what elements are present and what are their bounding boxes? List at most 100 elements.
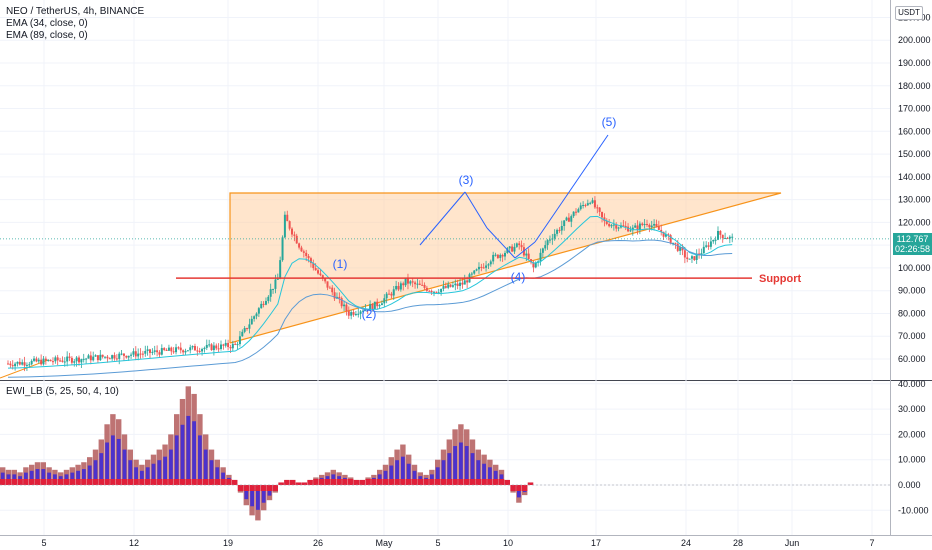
histogram-inner-bar bbox=[261, 485, 266, 503]
wave-line bbox=[514, 241, 536, 259]
histogram-base-bar bbox=[493, 479, 499, 485]
histogram-base-bar bbox=[330, 479, 336, 485]
histogram-base-bar bbox=[81, 479, 87, 485]
histogram-base-bar bbox=[261, 485, 267, 491]
candle-body bbox=[92, 356, 95, 361]
candle-body bbox=[501, 254, 504, 257]
candle-body bbox=[451, 285, 454, 287]
histogram-base-bar bbox=[121, 479, 128, 485]
candle-body bbox=[456, 283, 459, 286]
histogram-inner-bar bbox=[82, 469, 86, 485]
candle-body bbox=[222, 344, 225, 346]
candle-body bbox=[279, 260, 282, 279]
candle-body bbox=[527, 253, 530, 260]
candle-body bbox=[51, 361, 54, 363]
histogram-base-bar bbox=[342, 479, 348, 485]
histogram-base-bar bbox=[435, 479, 441, 485]
histogram-base-bar bbox=[249, 485, 255, 491]
candle-body bbox=[18, 361, 21, 365]
histogram-base-bar bbox=[266, 485, 273, 491]
histogram-inner-bar bbox=[256, 485, 260, 510]
histogram-inner-bar bbox=[70, 472, 75, 485]
histogram-inner-bar bbox=[99, 453, 104, 485]
time-tick-label: 10 bbox=[503, 538, 513, 548]
candle-body bbox=[404, 278, 407, 286]
candle-body bbox=[312, 263, 315, 269]
candle-body bbox=[369, 304, 372, 310]
candle-body bbox=[615, 224, 618, 229]
candle-body bbox=[345, 304, 348, 312]
candle-body bbox=[21, 362, 24, 365]
candle-body bbox=[430, 290, 433, 293]
candle-body bbox=[425, 287, 428, 291]
symbol-title: NEO / TetherUS, 4h, BINANCE bbox=[6, 6, 145, 17]
candle-body bbox=[319, 273, 322, 276]
support-label: Support bbox=[759, 273, 801, 285]
histogram-inner-bar bbox=[163, 456, 167, 485]
indicator-pane[interactable] bbox=[0, 386, 890, 521]
wave-line bbox=[486, 227, 516, 259]
candle-body bbox=[608, 223, 611, 227]
candle-body bbox=[122, 353, 125, 356]
histogram-base-bar bbox=[0, 479, 6, 485]
candle-body bbox=[579, 205, 582, 210]
candle-body bbox=[127, 355, 130, 358]
candle-body bbox=[63, 361, 66, 363]
candle-body bbox=[352, 312, 355, 315]
candle-body bbox=[54, 357, 57, 362]
candle-body bbox=[515, 243, 518, 247]
histogram-inner-bar bbox=[383, 470, 388, 485]
candle-body bbox=[134, 351, 137, 357]
candle-body bbox=[496, 254, 499, 258]
candle-body bbox=[693, 256, 696, 260]
currency-badge[interactable]: USDT bbox=[895, 6, 923, 20]
histogram-inner-bar bbox=[145, 467, 150, 485]
candle-body bbox=[56, 357, 59, 361]
wave-label: (1) bbox=[333, 257, 348, 271]
histogram-inner-bar bbox=[470, 453, 475, 485]
candle-body bbox=[466, 280, 469, 283]
candle-body bbox=[544, 245, 547, 249]
histogram-base-bar bbox=[388, 479, 394, 485]
candle-body bbox=[120, 353, 123, 355]
histogram-base-bar bbox=[208, 479, 215, 485]
candle-body bbox=[243, 328, 246, 332]
candle-body bbox=[14, 363, 17, 367]
histogram-base-bar bbox=[319, 479, 325, 485]
candle-body bbox=[196, 350, 199, 352]
histogram-base-bar bbox=[301, 482, 307, 485]
candle-body bbox=[648, 224, 651, 228]
histogram-base-bar bbox=[469, 479, 476, 485]
candle-body bbox=[513, 246, 516, 252]
candle-body bbox=[494, 254, 497, 256]
candle-body bbox=[160, 348, 163, 355]
candle-body bbox=[44, 358, 47, 361]
histogram-inner-bar bbox=[215, 467, 220, 485]
histogram-inner-bar bbox=[447, 453, 452, 485]
histogram-base-bar bbox=[255, 485, 261, 491]
histogram-base-bar bbox=[139, 479, 145, 485]
candle-body bbox=[449, 284, 452, 287]
candle-body bbox=[231, 343, 234, 349]
time-tick-label: May bbox=[375, 538, 393, 548]
candle-body bbox=[627, 226, 630, 232]
histogram-inner-bar bbox=[41, 469, 46, 485]
ema-34-legend: EMA (34, close, 0) bbox=[6, 18, 88, 29]
time-tick-label: 24 bbox=[681, 538, 691, 548]
candle-body bbox=[82, 358, 85, 360]
histogram-inner-bar bbox=[169, 449, 173, 485]
candle-body bbox=[165, 349, 168, 351]
candle-body bbox=[390, 293, 393, 296]
candle-body bbox=[101, 354, 104, 357]
candle-body bbox=[293, 234, 296, 236]
price-pane[interactable]: Support (1) (2) (3) (4) (5) bbox=[0, 115, 890, 379]
histogram-base-bar bbox=[487, 479, 493, 485]
candle-body bbox=[224, 342, 227, 346]
histogram-inner-bar bbox=[203, 449, 208, 485]
candle-body bbox=[686, 257, 689, 259]
candle-body bbox=[70, 357, 73, 363]
histogram-inner-bar bbox=[198, 435, 202, 485]
candle-body bbox=[638, 223, 641, 230]
candle-body bbox=[172, 351, 175, 353]
